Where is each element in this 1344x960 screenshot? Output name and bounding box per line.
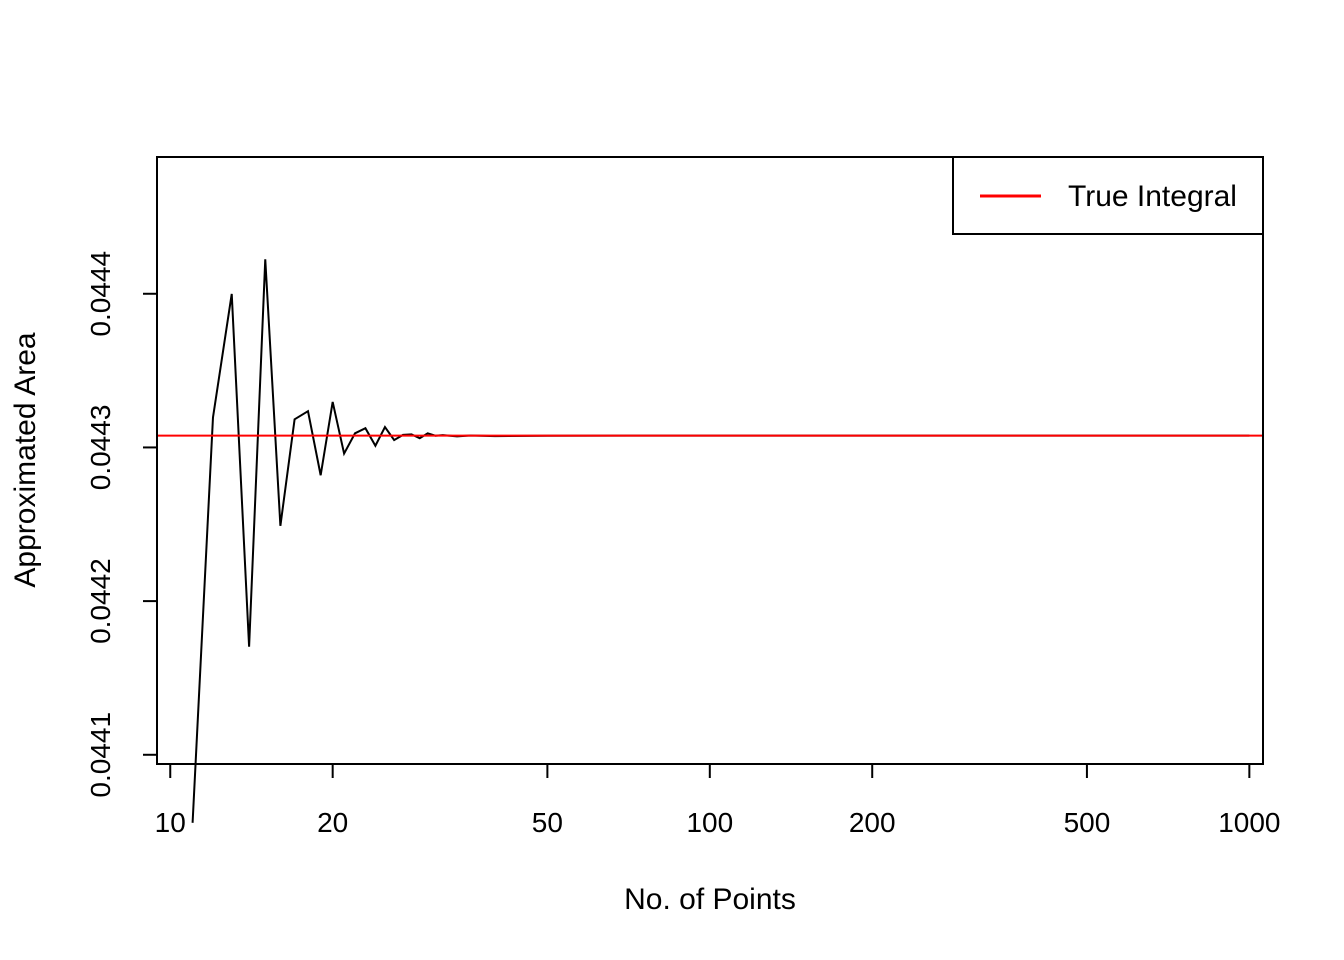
y-tick-label-0.0441: 0.0441	[85, 712, 116, 798]
x-tick-label-10: 10	[155, 807, 186, 838]
x-axis: 10 20 50 100 200 500 1000	[155, 763, 1280, 838]
x-tick-label-500: 500	[1064, 807, 1111, 838]
y-tick-label-0.0443: 0.0443	[85, 405, 116, 491]
legend-label-true-integral: True Integral	[1068, 180, 1237, 213]
y-tick-label-0.0444: 0.0444	[85, 251, 116, 337]
legend: True Integral	[952, 156, 1264, 235]
x-tick-label-1000: 1000	[1218, 807, 1280, 838]
y-axis: 0.0441 0.0442 0.0443 0.0444	[85, 251, 158, 798]
y-tick-label-0.0442: 0.0442	[85, 558, 116, 644]
x-tick-label-100: 100	[686, 807, 733, 838]
x-tick-label-20: 20	[317, 807, 348, 838]
x-tick-label-200: 200	[849, 807, 896, 838]
y-axis-title: Approximated Area	[9, 332, 42, 587]
x-tick-label-50: 50	[532, 807, 563, 838]
x-axis-title: No. of Points	[624, 883, 796, 916]
